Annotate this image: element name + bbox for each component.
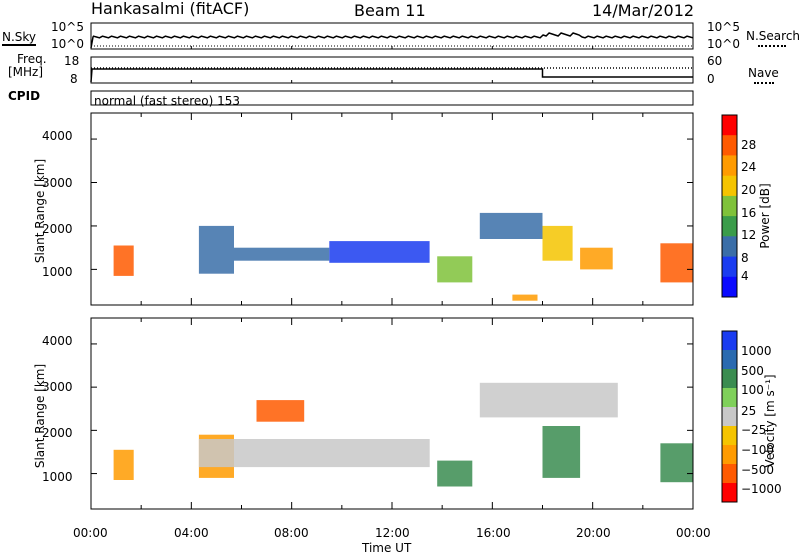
xtick-label: 12:00: [375, 526, 410, 540]
xtick-label: 04:00: [174, 526, 209, 540]
power-scatter-region: [479, 212, 543, 239]
velocity-ytick: 1000: [42, 470, 73, 484]
xtick-label: 20:00: [576, 526, 611, 540]
station-title: Hankasalmi (fitACF): [91, 0, 250, 18]
velocity-colorbar-tick: 100: [741, 383, 764, 397]
velocity-ytick: 3000: [42, 380, 73, 394]
date-title: 14/Mar/2012: [592, 1, 695, 20]
cpid-value: normal (fast stereo) 153: [94, 94, 241, 108]
nsearch-tick-bottom: 10^0: [707, 37, 740, 51]
power-colorbar-label: Power [dB]: [758, 183, 772, 249]
velocity-colorbar-swatch: [722, 426, 737, 446]
power-colorbar-frame: [721, 114, 738, 298]
power-colorbar-swatch: [722, 276, 737, 298]
power-colorbar-tick: 16: [741, 206, 757, 220]
velocity-colorbar-tick: −500: [741, 463, 774, 477]
nsearch-label: N.Search: [746, 29, 800, 43]
power-colorbar-swatch: [722, 195, 737, 217]
velocity-colorbar-swatch: [722, 464, 737, 484]
nave-label: Nave: [748, 66, 779, 80]
cpid-strip: [90, 90, 694, 106]
freq-label-2: [MHz]: [8, 65, 44, 79]
freq-strip: [90, 56, 694, 84]
nsearch-line-key: [758, 45, 786, 47]
velocity-scatter-region: [256, 400, 305, 422]
power-colorbar-tick: 12: [741, 228, 757, 242]
power-scatter-region: [329, 241, 430, 263]
nsearch-tick-top: 10^5: [707, 20, 740, 34]
velocity-colorbar-tick: −25: [741, 423, 767, 437]
xaxis-label: Time UT: [362, 541, 412, 555]
velocity-colorbar-swatch: [722, 388, 737, 408]
nsky-label: N.Sky: [2, 30, 37, 46]
power-scatter-region: [113, 245, 134, 276]
power-ytick: 2000: [42, 222, 73, 236]
velocity-scatter-region: [113, 449, 134, 480]
freq-label-1: Freq.: [17, 52, 47, 66]
power-colorbar-swatch: [722, 135, 737, 156]
nave-tick-bottom: 0: [707, 72, 715, 86]
velocity-colorbar-swatch: [722, 445, 737, 465]
velocity-colorbar-tick: −1000: [741, 482, 782, 496]
velocity-colorbar-swatch: [722, 483, 737, 503]
velocity-colorbar-swatch: [722, 350, 737, 370]
cpid-label: CPID: [8, 89, 41, 103]
power-colorbar-tick: 8: [741, 251, 749, 265]
freq-series: [90, 68, 693, 83]
power-scatter-region: [660, 243, 693, 283]
power-colorbar-tick: 20: [741, 183, 757, 197]
power-colorbar-swatch: [722, 175, 737, 197]
velocity-ytick: 2000: [42, 426, 73, 440]
power-scatter-region: [512, 294, 538, 301]
power-scatter-region: [234, 247, 330, 261]
power-plot-area: [91, 113, 693, 305]
velocity-colorbar-tick: 25: [741, 404, 757, 418]
velocity-ylabel: Slant Range [km]: [33, 363, 47, 469]
velocity-colorbar-swatch: [722, 369, 737, 389]
velocity-colorbar-frame: [721, 330, 738, 503]
nave-line-key: [754, 82, 774, 84]
velocity-colorbar-tick: −100: [741, 443, 774, 457]
power-ylabel: Slant Range [km]: [33, 158, 47, 264]
xtick-label: 00:00: [676, 526, 711, 540]
power-colorbar-tick: 24: [741, 160, 757, 174]
power-colorbar-swatch: [722, 115, 737, 136]
beam-title: Beam 11: [354, 1, 426, 20]
power-colorbar-swatch: [722, 216, 737, 237]
nsky-tick-bottom: 10^0: [51, 37, 84, 51]
velocity-scatter-region: [437, 460, 473, 487]
velocity-colorbar-swatch: [722, 331, 737, 351]
freq-tick-top: 18: [64, 54, 80, 68]
velocity-colorbar-tick: 500: [741, 364, 764, 378]
velocity-ytick: 4000: [42, 334, 73, 348]
freq-tick-bottom: 8: [70, 72, 78, 86]
nsky-tick-top: 10^5: [51, 20, 84, 34]
power-ytick: 4000: [42, 129, 73, 143]
xtick-label: 00:00: [73, 526, 108, 540]
xtick-label: 16:00: [476, 526, 511, 540]
velocity-colorbar-tick: 1000: [741, 344, 772, 358]
velocity-scatter-region: [542, 426, 581, 478]
power-scatter-region: [198, 225, 234, 274]
power-ytick: 1000: [42, 265, 73, 279]
power-colorbar-tick: 28: [741, 138, 757, 152]
velocity-scatter-region: [479, 382, 618, 418]
power-colorbar-swatch: [722, 155, 737, 177]
power-scatter-region: [542, 225, 573, 261]
power-colorbar-tick: 4: [741, 269, 749, 283]
nsky-series: [90, 32, 694, 49]
xtick-label: 08:00: [274, 526, 309, 540]
nave-tick-top: 60: [707, 54, 723, 68]
power-colorbar-swatch: [722, 256, 737, 278]
velocity-colorbar-swatch: [722, 407, 737, 427]
power-colorbar-swatch: [722, 236, 737, 257]
power-ytick: 3000: [42, 176, 73, 190]
velocity-scatter-region: [198, 439, 430, 468]
power-scatter-region: [580, 247, 613, 270]
power-scatter-region: [437, 256, 473, 283]
velocity-scatter-region: [660, 443, 693, 483]
